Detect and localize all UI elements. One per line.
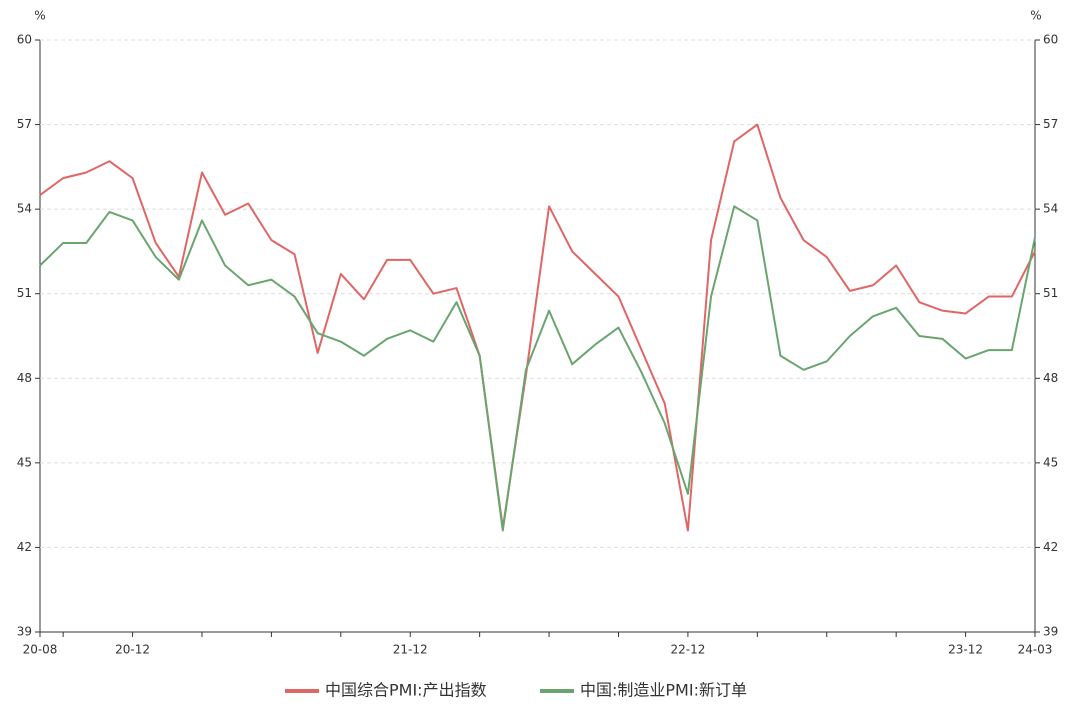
y-tick-label: 54 (17, 202, 32, 216)
x-tick-label: 23-12 (948, 643, 983, 657)
x-tick-label: 22-12 (670, 643, 705, 657)
y-tick-label: 39 (17, 625, 32, 639)
legend: 中国综合PMI:产出指数 中国:制造业PMI:新订单 (285, 681, 747, 700)
y2-tick-label: 60 (1043, 33, 1058, 47)
y2-tick-label: 45 (1043, 455, 1058, 469)
y-tick-label: 48 (17, 371, 32, 385)
legend-label: 中国综合PMI:产出指数 (325, 681, 487, 700)
y2-tick-label: 57 (1043, 117, 1058, 131)
x-tick-label: 20-12 (115, 643, 150, 657)
y-unit: % (34, 9, 45, 23)
line (39, 123, 1036, 532)
y2-unit: % (1030, 9, 1041, 23)
y-tick-label: 42 (17, 540, 32, 554)
y-tick-label: 51 (17, 286, 32, 300)
y2-tick-label: 39 (1043, 625, 1058, 639)
y2-tick-label: 54 (1043, 202, 1058, 216)
x-tick-label: 24-03 (1018, 643, 1053, 657)
legend-label: 中国:制造业PMI:新订单 (580, 681, 747, 700)
y-tick-label: 57 (17, 117, 32, 131)
line (39, 205, 1036, 532)
x-tick-label: 20-08 (23, 643, 58, 657)
y2-tick-label: 48 (1043, 371, 1058, 385)
x-tick-label: 21-12 (393, 643, 428, 657)
y-tick-label: 60 (17, 33, 32, 47)
y2-tick-label: 42 (1043, 540, 1058, 554)
y2-tick-label: 51 (1043, 286, 1058, 300)
y-tick-label: 45 (17, 455, 32, 469)
